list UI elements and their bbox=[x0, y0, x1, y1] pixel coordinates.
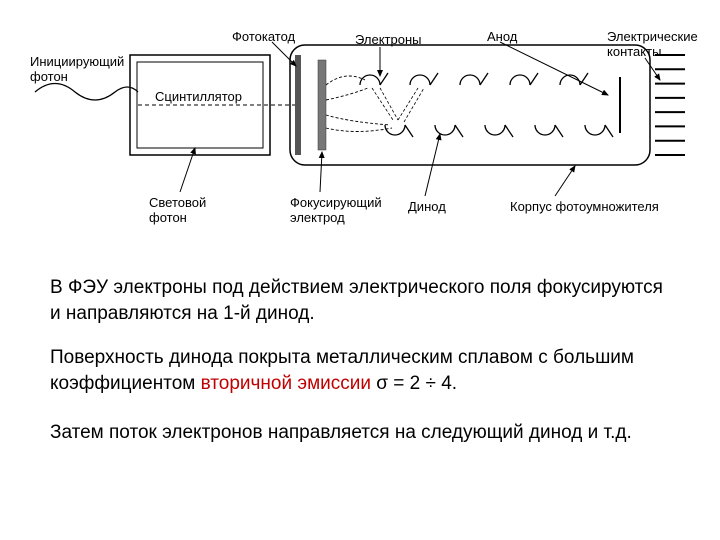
p2-highlight: вторичной эмиссии bbox=[201, 373, 371, 394]
p1-text: В ФЭУ электроны под действием электричес… bbox=[50, 277, 663, 324]
p3-text: Затем поток электронов направляется на с… bbox=[50, 422, 632, 443]
pmt-diagram bbox=[0, 0, 720, 260]
p2-b: σ = 2 ÷ 4. bbox=[371, 373, 457, 394]
paragraph-3: Затем поток электронов направляется на с… bbox=[50, 420, 670, 446]
paragraph-1: В ФЭУ электроны под действием электричес… bbox=[50, 275, 670, 326]
paragraph-2: Поверхность динода покрыта металлическим… bbox=[50, 345, 670, 396]
